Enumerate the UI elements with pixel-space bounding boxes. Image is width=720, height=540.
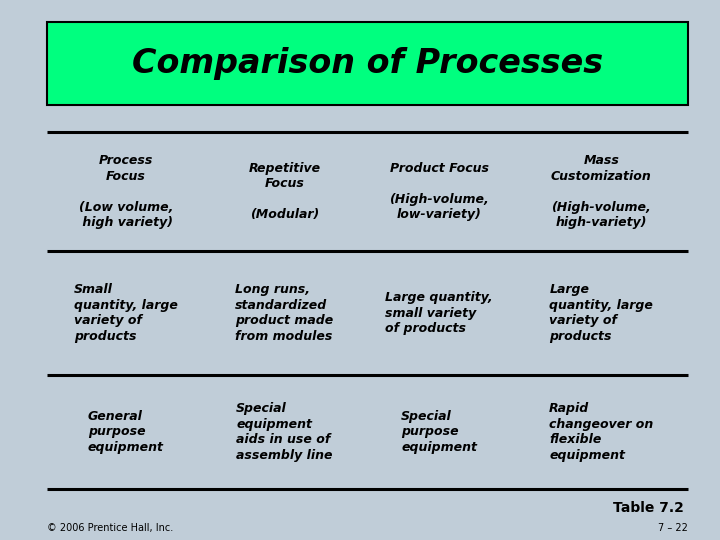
Text: Mass
Customization

(High-volume,
high-variety): Mass Customization (High-volume, high-va… bbox=[551, 154, 652, 229]
Text: Comparison of Processes: Comparison of Processes bbox=[132, 47, 603, 80]
Text: Special
purpose
equipment: Special purpose equipment bbox=[401, 410, 477, 454]
Text: Small
quantity, large
variety of
products: Small quantity, large variety of product… bbox=[74, 284, 178, 343]
Text: Large
quantity, large
variety of
products: Large quantity, large variety of product… bbox=[549, 284, 653, 343]
Text: Special
equipment
aids in use of
assembly line: Special equipment aids in use of assembl… bbox=[236, 402, 333, 462]
Text: Large quantity,
small variety
of products: Large quantity, small variety of product… bbox=[385, 291, 493, 335]
Text: Rapid
changeover on
flexible
equipment: Rapid changeover on flexible equipment bbox=[549, 402, 653, 462]
Text: General
purpose
equipment: General purpose equipment bbox=[88, 410, 164, 454]
Text: © 2006 Prentice Hall, Inc.: © 2006 Prentice Hall, Inc. bbox=[47, 523, 173, 533]
Text: Repetitive
Focus

(Modular): Repetitive Focus (Modular) bbox=[248, 162, 320, 221]
Text: Product Focus

(High-volume,
low-variety): Product Focus (High-volume, low-variety) bbox=[390, 162, 489, 221]
FancyBboxPatch shape bbox=[47, 22, 688, 105]
Text: Process
Focus

(Low volume,
 high variety): Process Focus (Low volume, high variety) bbox=[78, 154, 174, 229]
Text: Long runs,
standardized
product made
from modules: Long runs, standardized product made fro… bbox=[235, 284, 333, 343]
Text: 7 – 22: 7 – 22 bbox=[658, 523, 688, 533]
Text: Table 7.2: Table 7.2 bbox=[613, 501, 683, 515]
